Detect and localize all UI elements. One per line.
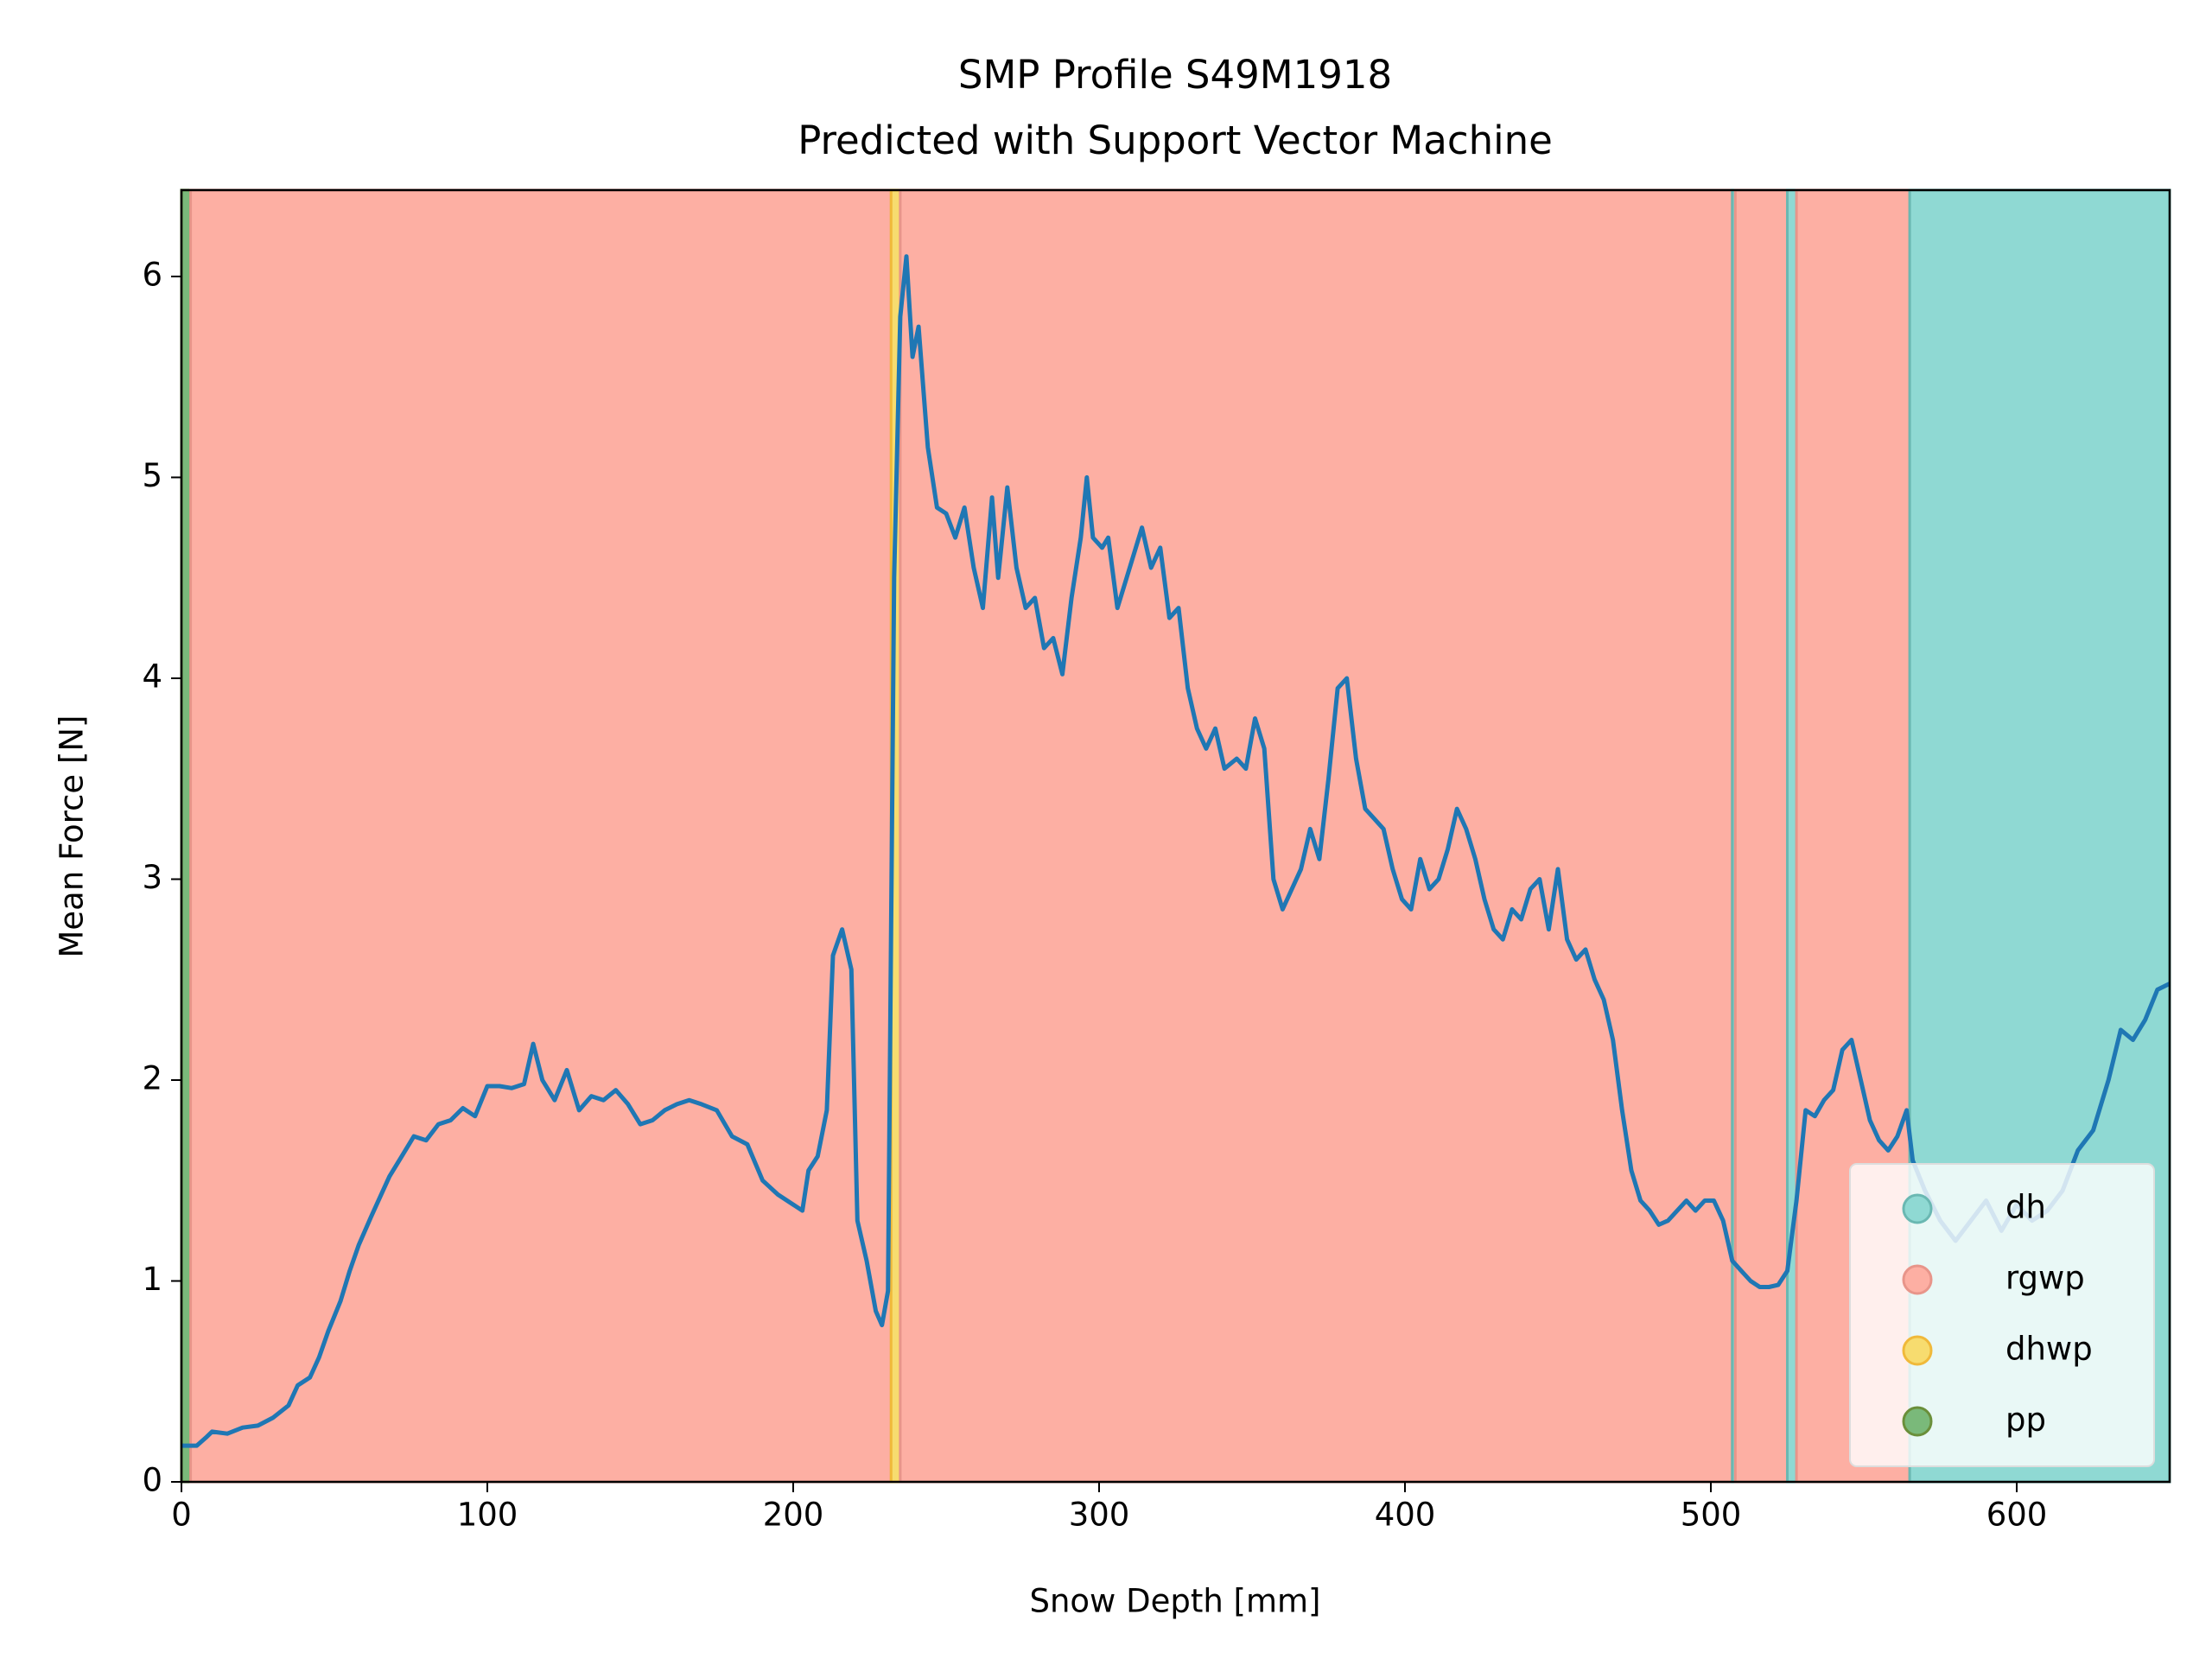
y-tick-label: 5: [142, 457, 162, 494]
x-tick-label: 600: [1986, 1497, 2048, 1534]
y-tick-label: 6: [142, 256, 162, 293]
y-tick-label: 2: [142, 1059, 162, 1096]
chart-title: SMP Profile S49M1918: [958, 52, 1392, 98]
force-line: [181, 254, 2171, 1448]
legend-label: pp: [2005, 1402, 2046, 1439]
layer-band: [1733, 188, 1789, 1484]
x-tick-label: 300: [1069, 1497, 1130, 1534]
y-tick-label: 1: [142, 1261, 162, 1298]
legend-marker: [1902, 1193, 1933, 1224]
legend-marker: [1902, 1406, 1933, 1437]
y-tick-label: 4: [142, 658, 162, 695]
legend: dh rgwp dhwp pp: [1849, 1163, 2155, 1467]
legend-box: [1849, 1163, 2155, 1467]
layer-band: [189, 188, 893, 1484]
x-tick-label: 0: [171, 1497, 192, 1534]
x-tick-label: 100: [457, 1497, 518, 1534]
x-tick-label: 200: [763, 1497, 824, 1534]
y-axis-label: Mean Force [N]: [54, 715, 91, 958]
chart-subtitle: Predicted with Support Vector Machine: [798, 118, 1553, 163]
plot-frame: [180, 188, 2171, 1484]
legend-label: rgwp: [2005, 1260, 2085, 1297]
x-tick-label: 400: [1375, 1497, 1436, 1534]
x-tick-label: 500: [1681, 1497, 1742, 1534]
x-axis-label: Snow Depth [mm]: [1029, 1583, 1320, 1620]
y-tick-label: 3: [142, 859, 162, 896]
legend-marker: [1902, 1264, 1933, 1295]
y-tick-label: 0: [142, 1462, 162, 1499]
legend-label: dh: [2005, 1189, 2046, 1226]
legend-marker: [1902, 1335, 1933, 1366]
layer-band: [1786, 188, 1798, 1484]
legend-label: dhwp: [2005, 1331, 2093, 1368]
layer-band: [899, 188, 1734, 1484]
layer-band: [180, 188, 193, 1484]
